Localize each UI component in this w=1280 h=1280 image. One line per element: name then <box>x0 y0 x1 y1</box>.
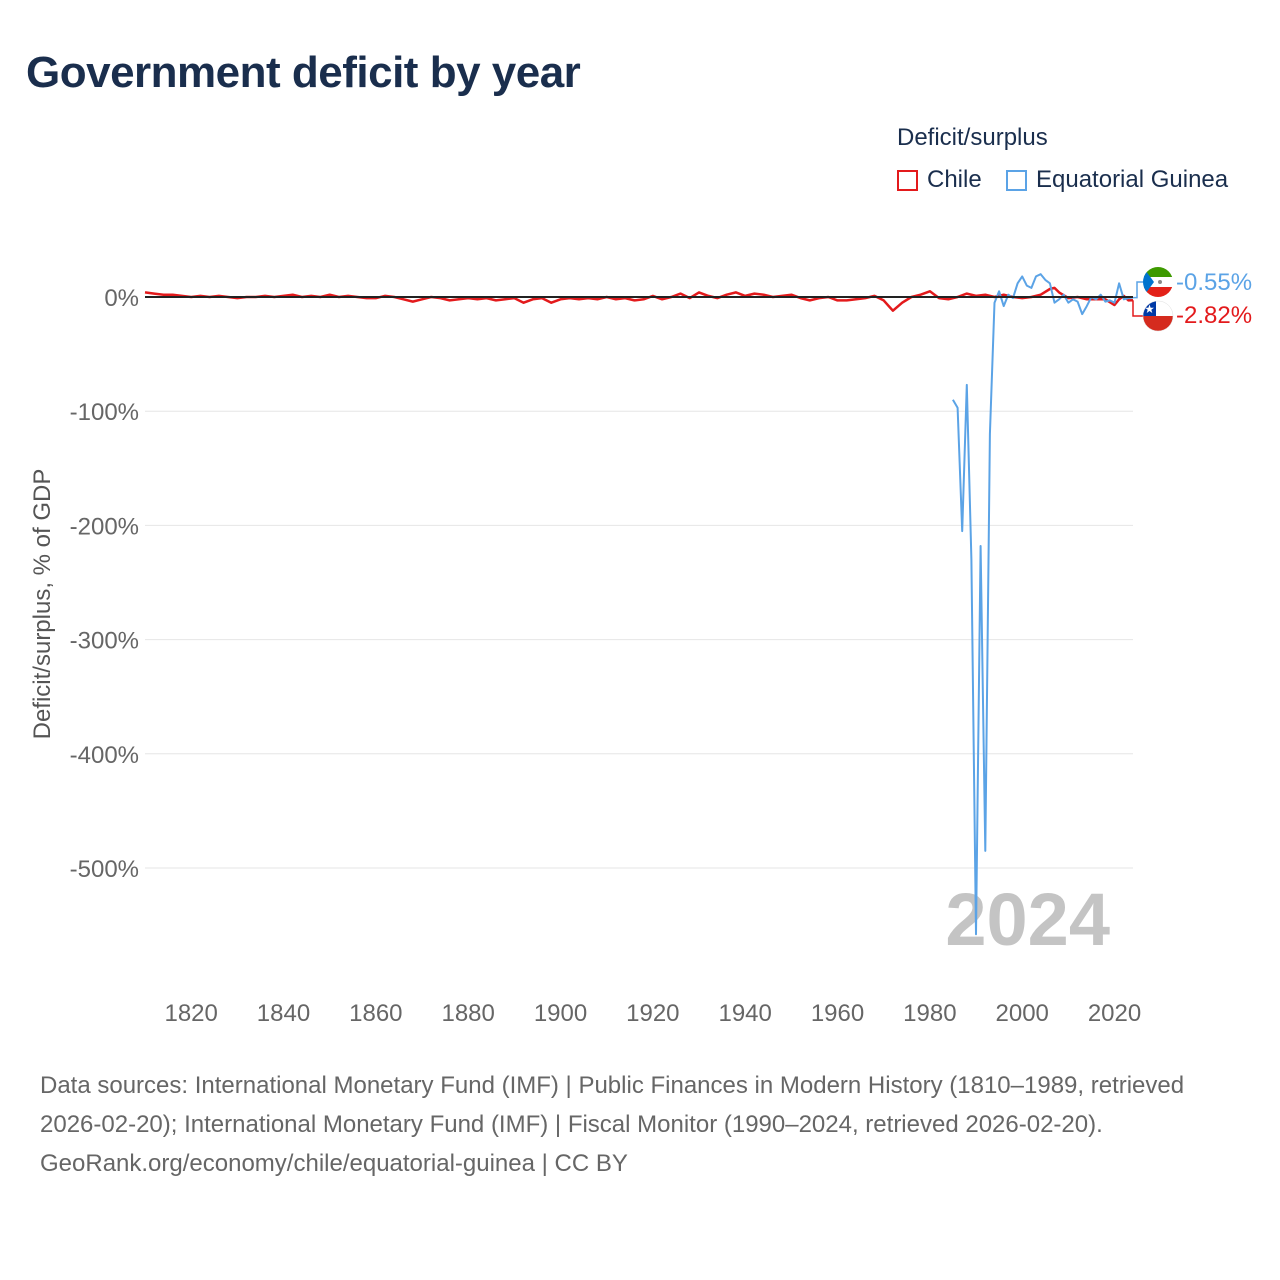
y-tick-label: -200% <box>70 513 139 540</box>
y-tick-label: -300% <box>70 628 139 655</box>
legend-swatch-chile <box>897 169 918 191</box>
legend-swatch-equatorial-guinea <box>1006 169 1027 191</box>
x-tick-label: 1940 <box>718 1000 771 1027</box>
x-tick-label: 1920 <box>626 1000 679 1027</box>
x-tick-label: 2000 <box>996 1000 1049 1027</box>
x-tick-label: 2020 <box>1088 1000 1141 1027</box>
legend-title: Deficit/surplus <box>897 124 1048 151</box>
x-tick-label: 1980 <box>903 1000 956 1027</box>
series-line-equatorial-guinea[interactable] <box>952 273 1134 936</box>
series-line-chile[interactable] <box>144 286 1134 312</box>
chart-area: 2024 0% -100% -200% -300% -400% -500% 1820 184… <box>29 267 1252 1027</box>
credit-link[interactable]: GeoRank.org/economy/chile/equatorial-gui… <box>40 1150 628 1177</box>
y-tick-label: -500% <box>70 856 139 883</box>
legend-item-chile[interactable]: Chile <box>897 166 982 194</box>
x-tick-label: 1860 <box>349 1000 402 1027</box>
equatorial-guinea-end-connector <box>1133 281 1143 299</box>
legend-item-equatorial-guinea[interactable]: Equatorial Guinea <box>1006 166 1228 194</box>
x-tick-label: 1880 <box>441 1000 494 1027</box>
x-tick-label: 1960 <box>811 1000 864 1027</box>
y-tick-label: -400% <box>70 742 139 769</box>
y-tick-label: 0% <box>104 285 139 312</box>
legend-label-chile: Chile <box>927 166 982 193</box>
year-watermark: 2024 <box>945 878 1110 961</box>
y-axis-label: Deficit/surplus, % of GDP <box>29 469 56 740</box>
chile-flag-icon <box>1142 300 1174 332</box>
chart-title: Government deficit by year <box>26 48 581 97</box>
data-sources-text: Data sources: International Monetary Fun… <box>40 1072 1185 1138</box>
footer: Data sources: International Monetary Fun… <box>40 1066 1240 1183</box>
series-lines <box>144 273 1134 936</box>
y-tick-label: -100% <box>70 399 139 426</box>
chile-end-label: -2.82% <box>1176 302 1252 329</box>
x-tick-label: 1900 <box>534 1000 587 1027</box>
x-tick-labels: 1820 1840 1860 1880 1900 1920 1940 1960 1980 2000… <box>164 1000 1141 1027</box>
y-tick-labels: 0% -100% -200% -300% -400% -500% <box>70 285 139 883</box>
equatorial-guinea-flag-icon <box>1143 267 1173 297</box>
chile-end-connector <box>1132 300 1143 317</box>
x-tick-label: 1820 <box>164 1000 217 1027</box>
x-tick-label: 1840 <box>257 1000 310 1027</box>
equatorial-guinea-end-label: -0.55% <box>1176 269 1252 296</box>
legend-label-equatorial-guinea: Equatorial Guinea <box>1036 166 1229 193</box>
